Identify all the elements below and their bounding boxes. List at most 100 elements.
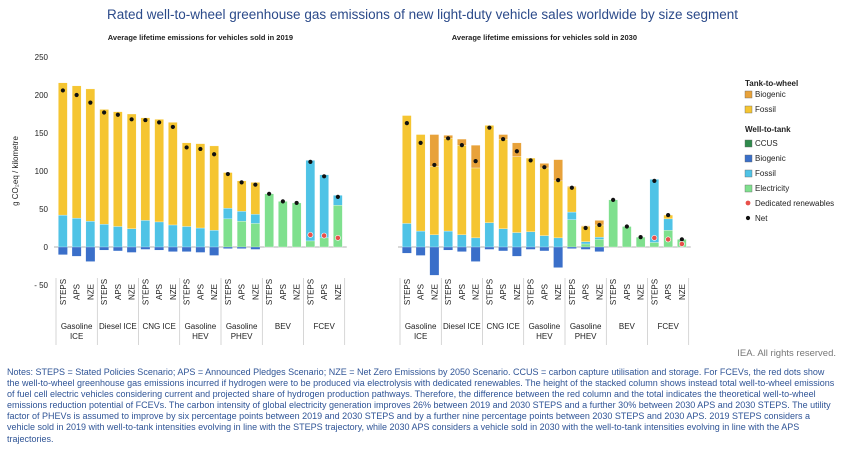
bar-segment-wtt-electricity — [291, 202, 302, 248]
legend-label: Net — [755, 214, 768, 223]
legend-swatch — [744, 139, 753, 148]
net-marker — [198, 146, 203, 152]
bar-segment-wtt-fossil — [402, 223, 412, 248]
category-label: Gasoline — [570, 322, 602, 331]
scenario-tick-label: APS — [320, 284, 329, 300]
bar-segment-wtt-biogenic — [553, 247, 563, 268]
bar-segment-ttw-fossil — [443, 138, 453, 232]
net-marker — [569, 185, 574, 190]
bar-segment-wtt-biogenic — [526, 247, 536, 250]
scenario-tick-label: STEPS — [527, 279, 536, 305]
category-label: Gasoline — [185, 322, 217, 331]
bar-segment-wtt-electricity — [580, 243, 591, 248]
bar-segment-wtt-fossil — [209, 230, 219, 248]
bar-segment-wtt-biogenic — [154, 247, 164, 251]
bar-segment-ttw-fossil — [470, 167, 481, 239]
bar-segment-wtt-fossil — [429, 234, 440, 248]
scenario-tick-label: NZE — [678, 284, 687, 300]
scenario-tick-label: STEPS — [265, 279, 274, 305]
scenario-tick-label: APS — [73, 284, 82, 300]
dedicated-renewables-marker — [334, 234, 341, 241]
net-marker — [611, 197, 616, 202]
dedicated-renewables-marker — [307, 231, 314, 238]
scenario-tick-label: APS — [114, 284, 123, 300]
net-marker — [280, 199, 285, 204]
bar-segment-wtt-fossil — [594, 236, 605, 240]
bar-segment-wtt-fossil — [539, 235, 550, 248]
category-label: FCEV — [313, 322, 335, 331]
bar-segment-ttw-fossil — [154, 119, 164, 223]
net-marker — [473, 159, 478, 164]
legend-net-marker — [745, 215, 751, 221]
bar-segment-wtt-fossil — [168, 224, 178, 248]
net-marker — [308, 159, 313, 164]
category-label: Diesel ICE — [99, 322, 137, 331]
y-tick-label: 100 — [35, 167, 49, 176]
bar-segment-wtt-biogenic — [223, 247, 233, 249]
scenario-tick-label: APS — [155, 284, 164, 300]
bar-segment-wtt-fossil — [85, 221, 96, 248]
net-marker — [501, 136, 506, 142]
bar-segment-ttw-fossil — [85, 88, 96, 222]
net-marker — [115, 112, 120, 117]
bar-segment-wtt-electricity — [236, 221, 247, 248]
legend-swatch — [744, 169, 753, 178]
category-label: ICE — [414, 332, 427, 341]
net-marker — [294, 200, 299, 206]
bar-segment-ttw-fossil — [209, 145, 219, 231]
panel-title: Average lifetime emissions for vehicles … — [452, 33, 637, 42]
bar-segment-wtt-fossil — [553, 237, 563, 248]
y-tick-label: 150 — [35, 129, 49, 138]
category-label: Gasoline — [529, 322, 561, 331]
legend-label: Electricity — [755, 184, 789, 193]
net-marker — [446, 136, 451, 141]
bar-segment-ttw-biogenic — [553, 159, 563, 182]
bar-segment-wtt-electricity — [622, 226, 632, 248]
bar-segment-wtt-biogenic — [457, 247, 467, 252]
category-label: BEV — [619, 322, 636, 331]
net-marker — [652, 178, 657, 183]
legend-dedicated-marker — [745, 200, 751, 206]
category-label: CNG ICE — [142, 322, 175, 331]
scenario-tick-label: NZE — [86, 284, 95, 300]
legend-swatch — [744, 154, 753, 163]
bar-segment-wtt-fossil — [126, 228, 137, 248]
dedicated-renewables-marker — [678, 241, 685, 247]
bar-segment-wtt-fossil — [567, 211, 577, 220]
scenario-tick-label: NZE — [595, 284, 604, 300]
scenario-tick-label: STEPS — [224, 279, 233, 305]
net-marker — [624, 224, 629, 229]
bar-segment-wtt-biogenic — [182, 247, 192, 252]
bar-segment-ttw-fossil — [223, 172, 233, 209]
scenario-tick-label: APS — [279, 284, 288, 300]
bar-segment-wtt-fossil — [236, 211, 247, 222]
net-marker — [679, 237, 684, 242]
scenario-tick-label: NZE — [513, 284, 522, 300]
bar-segment-ttw-fossil — [113, 111, 123, 227]
bar-segment-wtt-electricity — [608, 199, 618, 248]
bar-segment-wtt-fossil — [649, 179, 660, 243]
bar-segment-wtt-fossil — [443, 230, 453, 248]
net-marker — [184, 145, 189, 150]
category-label: PHEV — [575, 332, 597, 341]
bar-segment-ttw-fossil — [71, 85, 82, 219]
net-marker — [432, 162, 437, 168]
scenario-tick-label: APS — [417, 284, 426, 300]
net-marker — [487, 125, 492, 130]
bar-segment-wtt-fossil — [498, 228, 508, 248]
net-marker — [60, 88, 65, 93]
bar-segment-ttw-fossil — [99, 109, 109, 225]
net-marker — [418, 140, 423, 145]
scenario-tick-label: APS — [238, 284, 247, 300]
bar-segment-wtt-fossil — [512, 232, 522, 248]
y-tick-label: 200 — [35, 91, 49, 100]
category-label: Diesel ICE — [443, 322, 481, 331]
bar-segment-wtt-biogenic — [195, 247, 205, 253]
bar-segment-wtt-biogenic — [99, 247, 109, 251]
scenario-tick-label: STEPS — [444, 279, 453, 305]
bar-segment-wtt-biogenic — [168, 247, 178, 252]
bar-segment-wtt-biogenic — [498, 247, 508, 251]
bar-segment-ttw-fossil — [236, 180, 247, 212]
legend-label: Fossil — [755, 105, 776, 114]
bar-segment-wtt-biogenic — [539, 247, 549, 251]
